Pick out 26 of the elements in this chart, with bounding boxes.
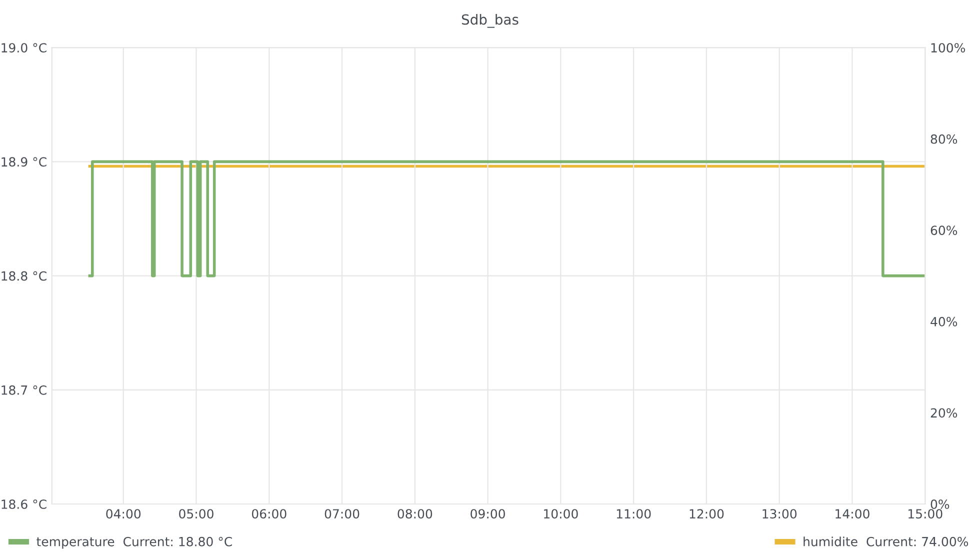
x-tick-label: 12:00 (690, 509, 724, 519)
y-tick-label: 18.9 °C (2, 157, 46, 167)
y2-tick-label: 40% (930, 316, 958, 326)
y2-tick-label: 60% (930, 226, 958, 236)
x-tick-label: 07:00 (324, 509, 360, 519)
x-tick-label: 15:00 (908, 509, 942, 519)
x-tick-label: 06:00 (252, 509, 286, 519)
legend-label: humidite Current: 74.00% (804, 536, 968, 546)
x-tick-label: 08:00 (398, 509, 432, 519)
y2-tick-label: 0% (930, 499, 950, 509)
chart-title: Sdb_bas (462, 14, 518, 28)
x-tick-label: 10:00 (544, 509, 578, 519)
y-tick-label: 18.7 °C (2, 385, 46, 395)
x-tick-label: 14:00 (836, 509, 870, 519)
x-tick-label: 04:00 (106, 509, 141, 519)
y-tick-label: 19.0 °C (2, 43, 46, 53)
y2-tick-label: 100% (931, 43, 966, 53)
y2-tick-label: 80% (930, 134, 958, 144)
y-tick-label: 18.8 °C (2, 271, 46, 281)
x-tick-label: 09:00 (470, 509, 505, 519)
legend-label: temperature Current: 18.80 °C (36, 536, 232, 549)
x-tick-label: 11:00 (616, 509, 651, 519)
x-tick-label: 05:00 (179, 509, 214, 519)
y-tick-label: 18.6 °C (2, 499, 46, 509)
x-tick-label: 13:00 (762, 509, 797, 519)
y2-tick-label: 20% (930, 408, 958, 418)
